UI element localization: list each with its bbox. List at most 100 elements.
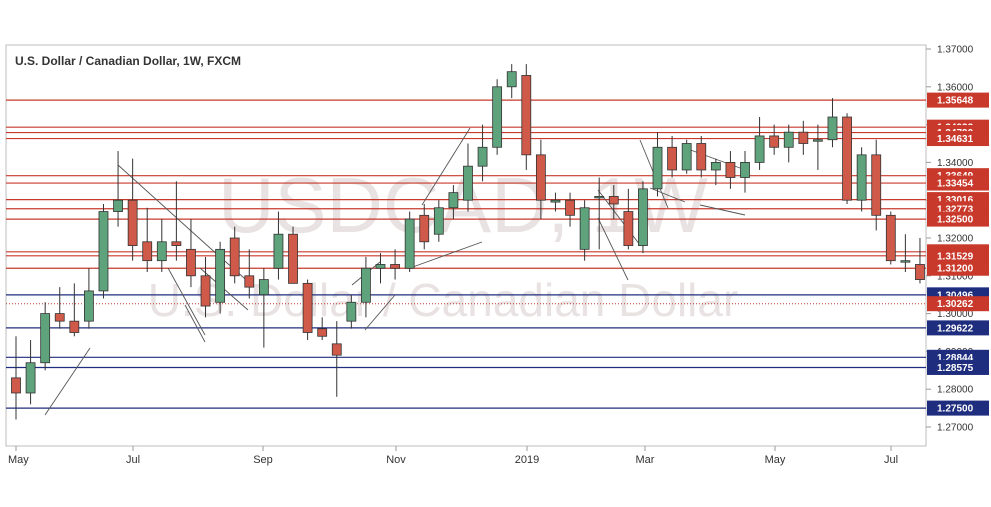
x-tick-label: May	[8, 454, 29, 466]
trendline	[364, 294, 396, 331]
resistance-badge-bg	[927, 260, 989, 276]
x-tick-label: May	[765, 454, 786, 466]
resistance-badge-label: 1.32773	[937, 204, 974, 215]
y-tick-label: 1.27000	[937, 423, 974, 434]
candle-body	[11, 377, 21, 394]
candle	[710, 158, 721, 186]
candle	[827, 98, 838, 148]
candle-body	[696, 143, 707, 171]
trendline	[117, 164, 211, 249]
candle-body	[667, 146, 677, 171]
candle	[346, 294, 357, 329]
candle	[725, 151, 736, 189]
candle-body	[652, 146, 663, 190]
chart-title: U.S. Dollar / Canadian Dollar, 1W, FXCM	[15, 54, 241, 68]
resistance-badge-label: 1.35648	[937, 96, 974, 107]
candle-body	[40, 313, 51, 364]
candle-body	[871, 154, 882, 216]
resistance-badge-label: 1.31200	[937, 264, 974, 275]
support-badge-bg	[927, 400, 989, 416]
time-axis: May Jul Sep Nov 2019 Mar May Jul	[6, 445, 926, 466]
candle	[463, 143, 473, 212]
y-tick-label: 1.37000	[937, 45, 974, 56]
candle-body	[535, 154, 546, 201]
y-tick-label: 1.32000	[937, 234, 974, 245]
candle	[477, 124, 488, 182]
candle-body	[813, 139, 823, 142]
x-tick-label: Jul	[126, 454, 140, 466]
support-badge-label: 1.27500	[937, 404, 974, 415]
resistance-badge-bg	[927, 211, 989, 227]
candle	[900, 234, 911, 273]
support-badge-label: 1.28844	[937, 353, 974, 364]
y-tick-label: 1.34000	[937, 158, 974, 169]
candle	[565, 192, 575, 227]
candle-body	[390, 264, 400, 269]
candle-body	[171, 241, 182, 246]
candle-body	[477, 146, 488, 167]
candle	[696, 135, 707, 178]
x-tick-label: Nov	[386, 454, 406, 466]
candle-body	[54, 313, 65, 322]
candle	[244, 249, 255, 299]
candle	[302, 279, 313, 341]
trendline	[409, 241, 483, 269]
price-badges: 1.356481.349321.347901.346311.336491.334…	[927, 92, 989, 416]
candle-body	[156, 241, 167, 262]
candle	[113, 151, 123, 227]
x-tick-label: Mar	[636, 454, 655, 466]
candle-body	[681, 143, 692, 171]
candle	[273, 211, 284, 280]
candle	[69, 283, 80, 337]
candle	[915, 238, 925, 284]
candle	[783, 124, 794, 163]
candle-body	[710, 161, 721, 171]
candle-body	[492, 86, 503, 148]
x-tick-label: Sep	[253, 454, 273, 466]
trendline	[421, 127, 471, 206]
resistance-badge-label: 1.33454	[937, 179, 974, 190]
candle	[375, 253, 386, 284]
trendline	[649, 187, 686, 203]
candle-body	[521, 75, 532, 156]
candle-body	[506, 71, 517, 88]
candle-body	[725, 161, 736, 178]
candle-body	[229, 237, 240, 277]
candle-body	[98, 211, 109, 292]
candle-body	[608, 196, 619, 205]
candle	[856, 147, 867, 212]
trendline	[597, 217, 629, 281]
candle	[331, 321, 342, 397]
candle	[769, 124, 780, 155]
candle	[754, 117, 765, 170]
candle	[667, 135, 677, 178]
candle-body	[900, 260, 911, 263]
horizontal-levels	[6, 99, 926, 409]
candle-body	[594, 196, 605, 199]
candle-body	[448, 192, 459, 209]
candle	[361, 256, 371, 318]
candle-body	[827, 116, 838, 141]
candles	[11, 64, 925, 420]
candle-body	[361, 267, 371, 303]
candle-body	[273, 233, 284, 269]
trendlines	[44, 127, 746, 416]
candle	[492, 79, 503, 155]
candle	[638, 181, 648, 254]
candle	[98, 203, 109, 299]
candle-body	[288, 233, 298, 284]
y-tick-label: 1.31000	[937, 271, 974, 282]
candle-body	[798, 131, 809, 144]
current-price-badge: 1.30262	[927, 296, 989, 312]
candle-body	[915, 264, 925, 280]
support-badge: 1.29622	[927, 320, 989, 336]
candle-body	[754, 135, 765, 163]
candle	[448, 185, 459, 220]
x-tick-label: 2019	[515, 454, 539, 466]
candle	[317, 317, 328, 341]
candle	[127, 158, 138, 261]
support-badge-label: 1.30496	[937, 290, 974, 301]
candle	[156, 219, 167, 273]
candle-body	[215, 248, 226, 303]
